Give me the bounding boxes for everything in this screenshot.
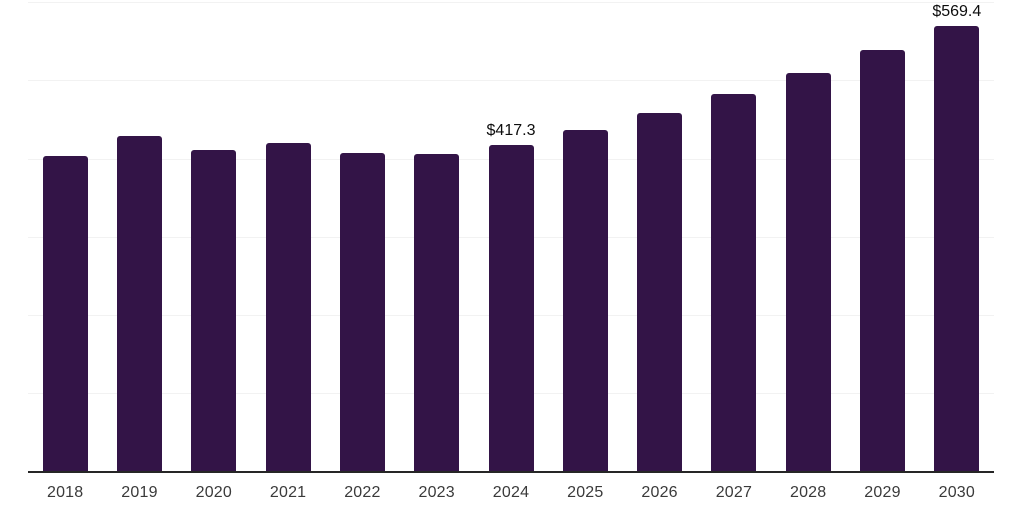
x-tick-label-2030: 2030	[938, 484, 975, 501]
x-tick-label-2019: 2019	[121, 484, 158, 501]
data-label-2030: $569.4	[932, 2, 982, 20]
x-axis-line	[28, 471, 994, 473]
bar-2019[interactable]	[117, 135, 162, 472]
data-label-2024: $417.3	[486, 122, 536, 139]
bar-2027[interactable]	[711, 94, 757, 472]
x-tick-label-2020: 2020	[195, 484, 232, 501]
bar-2018[interactable]	[42, 155, 88, 472]
x-tick-label-2021: 2021	[269, 484, 307, 501]
x-tick-label-2029: 2029	[864, 484, 901, 501]
bar-2025[interactable]	[562, 130, 608, 472]
x-tick-label-2023: 2023	[418, 484, 455, 501]
bar-2021[interactable]	[265, 142, 311, 472]
bar-2024[interactable]	[488, 145, 534, 472]
bar-2030[interactable]	[934, 25, 980, 472]
gridline-500	[28, 80, 994, 82]
x-tick-label-2018: 2018	[46, 484, 84, 501]
x-tick-label-2028: 2028	[789, 484, 827, 501]
bar-2020[interactable]	[191, 150, 237, 472]
x-tick-label-2022: 2022	[344, 484, 381, 501]
bar-2029[interactable]	[860, 50, 905, 472]
bar-2026[interactable]	[637, 113, 683, 472]
x-tick-label-2026: 2026	[641, 484, 678, 501]
x-tick-label-2027: 2027	[715, 484, 753, 501]
x-tick-label-2024: 2024	[492, 484, 530, 501]
bar-2022[interactable]	[339, 153, 385, 472]
bar-2028[interactable]	[785, 73, 831, 472]
gridline-600	[28, 2, 994, 3]
x-tick-label-2025: 2025	[567, 484, 604, 501]
bar-2023[interactable]	[414, 154, 460, 472]
